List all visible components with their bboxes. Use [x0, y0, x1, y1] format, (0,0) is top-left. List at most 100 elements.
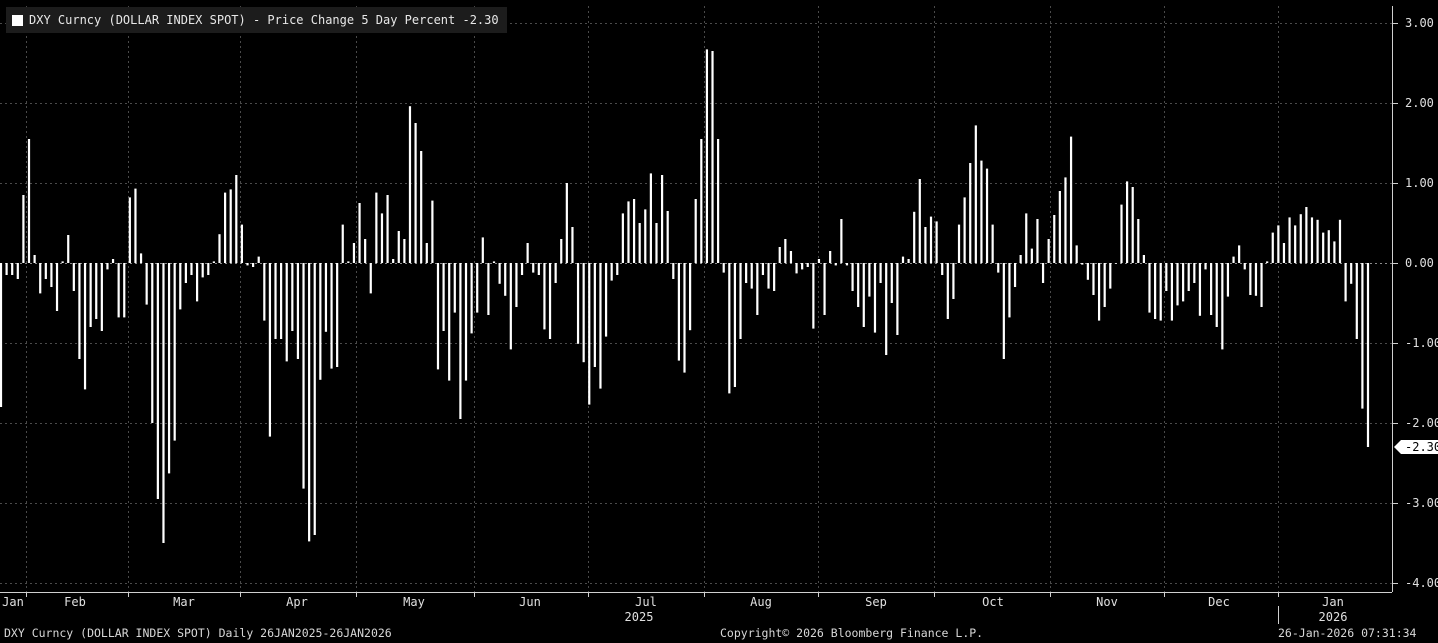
bar — [347, 261, 350, 263]
bar — [111, 259, 115, 263]
bar — [212, 261, 215, 263]
bar — [498, 263, 501, 284]
bar — [1215, 263, 1218, 327]
y-tick-label: 2.00 — [1405, 96, 1434, 110]
bar — [845, 263, 849, 266]
bar — [1254, 263, 1258, 296]
bar — [224, 192, 227, 263]
bar — [1092, 263, 1095, 295]
bar — [375, 192, 378, 263]
bar — [1266, 261, 1269, 263]
bar — [666, 211, 669, 263]
bar — [571, 227, 574, 263]
bar — [1142, 255, 1145, 263]
bar — [67, 235, 70, 263]
bar — [162, 263, 165, 543]
y-tick-label: -2.00 — [1405, 416, 1438, 430]
bar — [0, 263, 3, 407]
x-tick-label: Nov — [1096, 595, 1118, 609]
x-tick-label: Oct — [982, 595, 1004, 609]
bar — [509, 263, 512, 350]
bar — [341, 224, 344, 263]
bar — [969, 163, 972, 263]
bar — [128, 197, 131, 263]
bar — [397, 231, 400, 263]
bar — [532, 263, 535, 273]
bar — [1193, 263, 1196, 283]
legend-label: DXY Curncy (DOLLAR INDEX SPOT) - Price C… — [29, 13, 499, 27]
bar-series — [0, 49, 1370, 543]
bar — [946, 263, 949, 319]
bar — [492, 261, 496, 263]
y-tick-label: -3.00 — [1405, 496, 1438, 510]
bar — [1182, 263, 1185, 302]
bar — [448, 263, 451, 381]
y-tick-label: -1.00 — [1405, 336, 1438, 350]
bar — [151, 263, 154, 423]
bar — [750, 263, 753, 289]
bar — [246, 263, 249, 266]
bar — [1210, 263, 1213, 315]
bar — [1008, 263, 1011, 318]
bar — [526, 243, 529, 263]
bar — [745, 263, 748, 283]
bar — [795, 263, 798, 274]
bar — [683, 263, 686, 373]
bar — [1299, 214, 1302, 263]
bar — [145, 263, 148, 305]
bar — [139, 253, 143, 263]
bar — [1047, 239, 1050, 263]
bar — [156, 263, 159, 499]
bar — [677, 263, 680, 361]
x-tick-label: Mar — [173, 595, 195, 609]
bar — [1013, 263, 1017, 287]
bar — [801, 263, 804, 270]
bar — [672, 263, 675, 279]
bar — [117, 263, 120, 318]
bar — [218, 234, 221, 263]
bar — [1288, 217, 1291, 263]
bar — [924, 227, 927, 263]
bar — [857, 263, 860, 307]
bar — [694, 199, 697, 263]
bar — [638, 223, 641, 263]
bar — [1305, 207, 1308, 263]
bar — [941, 263, 944, 275]
bar — [380, 213, 384, 263]
bar — [1075, 245, 1078, 263]
bar — [235, 175, 238, 263]
bar — [929, 216, 933, 263]
bar — [123, 263, 126, 318]
bar — [1086, 263, 1089, 280]
bar — [1064, 177, 1067, 263]
bar — [627, 201, 630, 263]
bar — [1053, 215, 1056, 263]
grid-lines — [0, 6, 1392, 592]
bar — [935, 221, 938, 263]
year-label: 2025 — [625, 610, 654, 624]
bar — [834, 263, 837, 266]
bar — [1243, 263, 1246, 270]
bar — [1322, 232, 1325, 263]
bar — [274, 263, 277, 339]
bar — [817, 259, 821, 263]
bar — [95, 263, 98, 319]
bar — [974, 125, 977, 264]
bar — [436, 263, 440, 370]
bar — [280, 263, 283, 339]
bar — [1232, 256, 1235, 263]
x-axis-year-labels: 2025 2026 — [625, 610, 1348, 624]
bar — [1327, 230, 1330, 263]
bar — [840, 219, 843, 263]
bar — [408, 106, 412, 263]
bar — [896, 263, 899, 335]
bar — [1148, 263, 1151, 313]
bar — [515, 263, 518, 307]
bar — [829, 251, 832, 263]
bar — [263, 263, 266, 321]
bar — [431, 200, 434, 263]
x-tick-label: Dec — [1208, 595, 1230, 609]
bar — [1204, 263, 1207, 270]
bar — [1097, 263, 1101, 321]
bar — [1277, 225, 1280, 263]
